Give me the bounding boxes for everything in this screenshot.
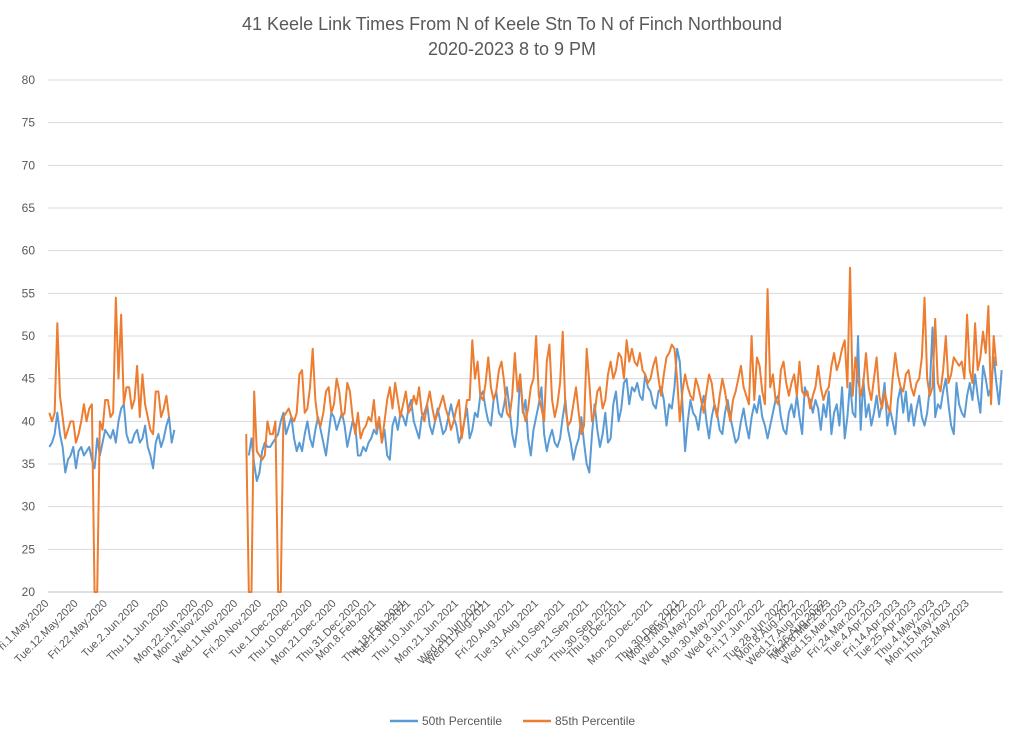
y-tick-label: 80 bbox=[22, 73, 36, 87]
x-axis-ticks: Fri.1.May.2020Tue.12.May.2020Fri.22.May.… bbox=[0, 598, 972, 669]
legend-label-p50: 50th Percentile bbox=[422, 714, 502, 728]
chart-title: 41 Keele Link Times From N of Keele Stn … bbox=[242, 14, 782, 34]
series-lines bbox=[48, 266, 1003, 593]
gridlines bbox=[48, 79, 1003, 593]
y-tick-label: 30 bbox=[22, 500, 36, 514]
y-tick-label: 40 bbox=[22, 414, 36, 428]
series-line-p85 bbox=[48, 266, 998, 593]
series-line-p50 bbox=[48, 326, 1003, 483]
y-tick-label: 25 bbox=[22, 542, 36, 556]
y-tick-label: 50 bbox=[22, 329, 36, 343]
y-tick-label: 60 bbox=[22, 244, 36, 258]
y-tick-label: 75 bbox=[22, 116, 36, 130]
y-tick-label: 55 bbox=[22, 286, 36, 300]
legend-label-p85: 85th Percentile bbox=[555, 714, 635, 728]
chart-subtitle: 2020-2023 8 to 9 PM bbox=[428, 39, 596, 59]
y-tick-label: 45 bbox=[22, 372, 36, 386]
y-tick-label: 35 bbox=[22, 457, 36, 471]
y-tick-label: 65 bbox=[22, 201, 36, 215]
y-tick-label: 70 bbox=[22, 158, 36, 172]
y-tick-label: 20 bbox=[22, 585, 36, 599]
legend: 50th Percentile 85th Percentile bbox=[390, 714, 635, 728]
y-axis-ticks: 20 25 30 35 40 45 50 55 60 65 70 75 80 bbox=[22, 73, 36, 599]
